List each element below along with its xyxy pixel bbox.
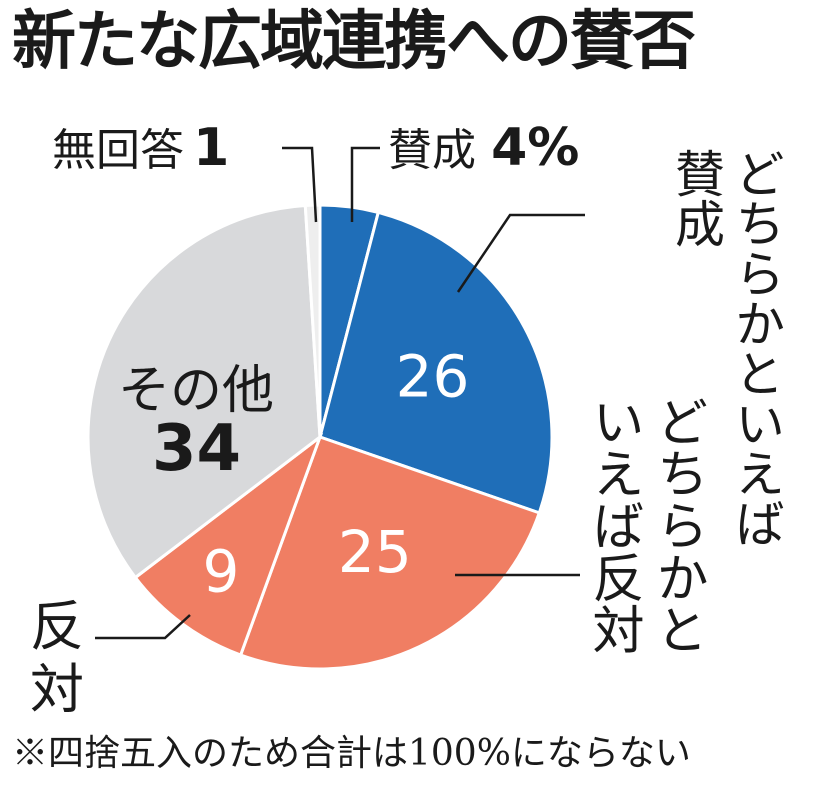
leader-line-no — [95, 614, 191, 640]
slice-value-label-1: 26 — [396, 343, 470, 411]
pie-slice-1 — [318, 210, 554, 515]
pie-slice-4 — [86, 203, 322, 580]
slice-value-label-2: 25 — [338, 518, 412, 586]
leader-line-yes — [350, 146, 380, 222]
pie-slice-3 — [133, 432, 324, 657]
no-answer-label: 無回答 — [52, 125, 184, 176]
no-answer-label-group: 無回答 1 — [52, 114, 229, 178]
leader-line-rather-yes — [456, 213, 585, 293]
slice-value-label-3: 9 — [203, 538, 240, 606]
no-answer-value: 1 — [193, 118, 230, 178]
no-label-line2: 対 — [30, 658, 84, 721]
yes-label-group: 賛成 4% — [388, 114, 579, 178]
other-label: その他 — [118, 361, 275, 421]
rather-yes-label-col1: どちらかといえば — [727, 148, 785, 548]
other-value: 34 — [152, 412, 242, 486]
rather-no-label-col1: どちらかと — [647, 395, 707, 655]
rather-yes-label-col2: 賛成 — [667, 148, 725, 248]
chart-title: 新たな広域連携への賛否 — [12, 5, 696, 79]
footnote: ※四捨五入のため合計は100%にならない — [12, 733, 691, 774]
pie-slice-5 — [303, 203, 322, 438]
no-label-line1: 反 — [30, 595, 84, 658]
pie-slice-2 — [238, 435, 542, 671]
yes-label: 賛成 — [388, 125, 476, 176]
rather-no-label-col2: いえば反対 — [583, 395, 643, 655]
yes-value: 4% — [491, 118, 580, 178]
leader-line-no-answer — [282, 146, 318, 223]
